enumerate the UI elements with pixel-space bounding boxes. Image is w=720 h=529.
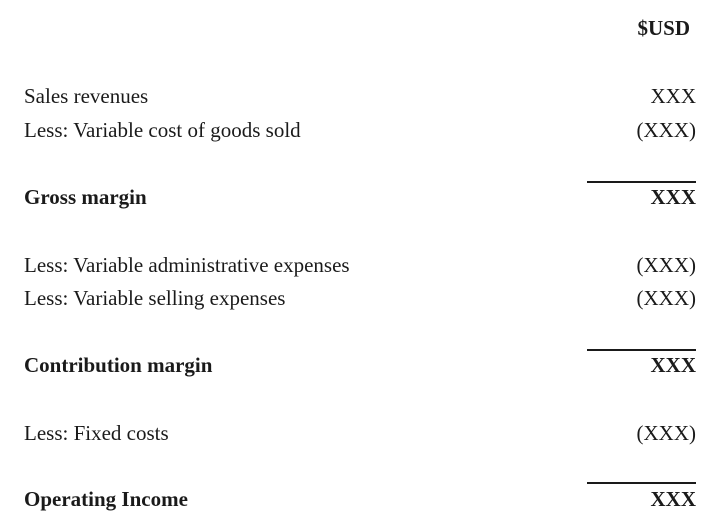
row-amount: (XXX) [636, 286, 696, 310]
variable-admin-expenses-row: Less: Variable administrative expenses (… [24, 251, 696, 279]
operating-income-row: Operating Income XXX [24, 485, 696, 513]
row-label: Less: Variable administrative expenses [24, 253, 350, 277]
sales-revenues-row: Sales revenues XXX [24, 82, 696, 110]
row-amount: XXX [650, 84, 697, 108]
currency-header: $USD [637, 16, 690, 40]
row-amount: XXX [650, 185, 697, 209]
contribution-margin-row: Contribution margin XXX [24, 351, 696, 379]
row-label: Less: Fixed costs [24, 421, 169, 445]
row-label: Gross margin [24, 185, 147, 209]
row-amount: (XXX) [636, 253, 696, 277]
variable-cogs-row: Less: Variable cost of goods sold (XXX) [24, 116, 696, 144]
row-label: Sales revenues [24, 84, 149, 108]
row-label: Contribution margin [24, 353, 213, 377]
fixed-costs-row: Less: Fixed costs (XXX) [24, 419, 696, 447]
row-amount: XXX [650, 353, 697, 377]
variable-selling-expenses-row: Less: Variable selling expenses (XXX) [24, 284, 696, 312]
row-label: Operating Income [24, 487, 188, 511]
subtotal-rule [587, 349, 696, 351]
gross-margin-row: Gross margin XXX [24, 183, 696, 211]
row-label: Less: Variable cost of goods sold [24, 118, 301, 142]
row-label: Less: Variable selling expenses [24, 286, 286, 310]
row-amount: (XXX) [636, 421, 696, 445]
row-amount: (XXX) [636, 118, 696, 142]
row-amount: XXX [650, 487, 697, 511]
total-rule [587, 482, 696, 484]
subtotal-rule [587, 181, 696, 183]
